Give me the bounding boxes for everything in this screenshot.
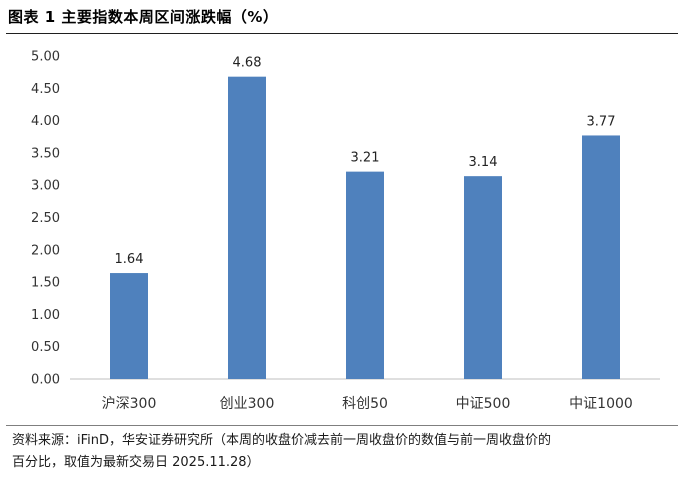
source-note: 资料来源：iFinD，华安证券研究所（本周的收盘价减去前一周收盘价的数值与前一周… — [12, 430, 677, 474]
data-label: 4.68 — [233, 56, 262, 71]
source-line-2: 百分比，取值为最新交易日 2025.11.28） — [12, 455, 260, 470]
data-label: 3.77 — [587, 114, 616, 129]
y-tick-label: 3.50 — [31, 146, 60, 161]
y-tick-label: 5.00 — [31, 50, 60, 65]
y-tick-label: 1.00 — [31, 308, 60, 323]
data-label: 1.64 — [115, 252, 144, 267]
chart-title: 图表 1 主要指数本周区间涨跌幅（%） — [8, 8, 279, 26]
bar — [464, 176, 502, 379]
bar — [582, 135, 620, 379]
y-tick-label: 0.50 — [31, 340, 60, 355]
y-tick-label: 1.50 — [31, 276, 60, 291]
data-label: 3.14 — [469, 155, 498, 170]
y-tick-label: 2.00 — [31, 243, 60, 258]
y-tick-label: 4.50 — [31, 82, 60, 97]
bar — [228, 76, 266, 379]
bar — [110, 273, 148, 379]
x-tick-label: 科创50 — [342, 396, 388, 412]
source-divider — [6, 425, 678, 426]
y-tick-label: 0.00 — [31, 373, 60, 388]
x-tick-label: 沪深300 — [102, 396, 157, 412]
source-line-1: 资料来源：iFinD，华安证券研究所（本周的收盘价减去前一周收盘价的数值与前一周… — [12, 433, 552, 448]
x-tick-label: 中证500 — [456, 396, 511, 412]
x-tick-label: 中证1000 — [569, 396, 633, 412]
y-tick-label: 4.00 — [31, 114, 60, 129]
bar — [346, 171, 384, 379]
bar-chart: 0.00 0.50 1.00 1.50 2.00 2.50 3.00 3.50 4.00 4.50… — [31, 50, 660, 412]
title-divider — [6, 33, 678, 34]
data-label: 3.21 — [351, 151, 380, 166]
y-tick-label: 3.00 — [31, 179, 60, 194]
x-tick-label: 创业300 — [220, 396, 275, 412]
y-tick-label: 2.50 — [31, 211, 60, 226]
